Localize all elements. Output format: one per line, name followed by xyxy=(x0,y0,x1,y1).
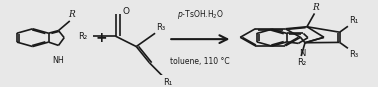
Text: R₁: R₁ xyxy=(349,16,358,25)
Text: R₁: R₁ xyxy=(163,78,173,87)
Text: R₂: R₂ xyxy=(79,32,88,41)
Text: +: + xyxy=(96,31,107,45)
Text: O: O xyxy=(122,7,129,16)
Text: R: R xyxy=(68,10,75,19)
Text: R₂: R₂ xyxy=(297,58,306,67)
Text: $p$-TsOH.H$_2$O: $p$-TsOH.H$_2$O xyxy=(177,8,224,21)
Text: N: N xyxy=(299,49,305,58)
Text: toluene, 110 °C: toluene, 110 °C xyxy=(170,57,230,66)
Text: NH: NH xyxy=(53,56,64,65)
Text: R₃: R₃ xyxy=(349,50,358,59)
Text: R: R xyxy=(312,3,319,12)
Text: R₃: R₃ xyxy=(156,23,165,32)
